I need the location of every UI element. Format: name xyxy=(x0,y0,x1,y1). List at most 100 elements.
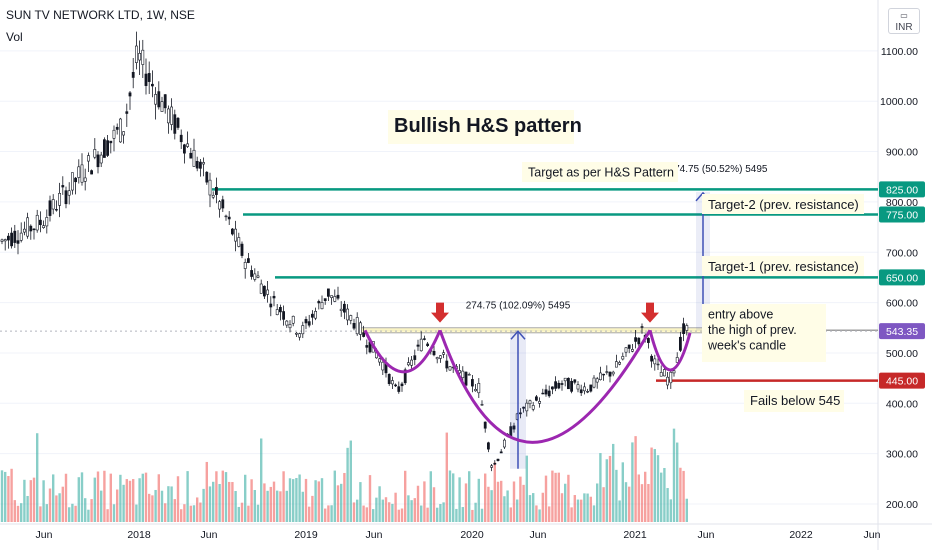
candle-body xyxy=(448,366,452,371)
candle-body xyxy=(499,451,503,454)
candle-body xyxy=(314,311,318,319)
candle-body xyxy=(355,317,359,335)
volume-bar xyxy=(32,477,36,522)
candle-body xyxy=(195,160,199,169)
volume-bar xyxy=(541,492,544,522)
candle-body xyxy=(35,214,39,231)
candle-body xyxy=(608,371,612,377)
volume-bar xyxy=(349,440,352,522)
volume-bar xyxy=(221,470,224,522)
volume-indicator-label[interactable]: Vol xyxy=(6,30,23,44)
x-tick-label: 2021 xyxy=(623,529,647,541)
volume-bar xyxy=(26,495,29,522)
volume-bar xyxy=(240,502,244,522)
candle-body xyxy=(419,338,423,352)
currency-badge[interactable]: ▭ INR xyxy=(888,8,920,34)
candle-body xyxy=(640,326,644,328)
volume-bar xyxy=(7,476,10,522)
volume-bar xyxy=(381,499,384,522)
annotation-text: the high of prev. xyxy=(708,323,797,337)
candle-body xyxy=(269,303,273,308)
volume-bar xyxy=(429,471,432,522)
volume-bar xyxy=(256,504,260,522)
candle-body xyxy=(416,344,420,347)
candle-body xyxy=(435,357,439,360)
candle-body xyxy=(627,344,631,349)
candle-body xyxy=(106,140,110,156)
candle-body xyxy=(582,386,586,392)
annotation-box xyxy=(702,256,864,276)
volume-bar xyxy=(116,489,119,522)
volume-bar xyxy=(352,502,356,522)
volume-bar xyxy=(612,443,615,522)
volume-bar xyxy=(45,504,48,522)
volume-bar xyxy=(535,505,538,522)
volume-bar xyxy=(628,486,631,522)
annotation-text: Target as per H&S Pattern xyxy=(528,166,674,180)
down-arrow-icon xyxy=(431,302,449,323)
volume-bar xyxy=(685,498,688,522)
candle-body xyxy=(19,232,23,241)
y-tick-label: 800.00 xyxy=(886,197,918,209)
volume-bar xyxy=(170,486,173,522)
volume-bar xyxy=(400,508,404,522)
head-curve xyxy=(438,329,652,444)
candle-body xyxy=(573,379,577,383)
candle-body xyxy=(48,200,52,216)
candle-body xyxy=(234,228,238,242)
candle-body xyxy=(586,391,590,393)
candle-body xyxy=(160,101,164,112)
price-label-text: 775.00 xyxy=(886,209,918,221)
candle-body xyxy=(262,285,266,297)
candle-body xyxy=(611,371,615,375)
volume-bar xyxy=(644,471,647,522)
measure-label: 274.75 (102.09%) 5495 xyxy=(466,300,571,311)
candle-body xyxy=(199,161,202,169)
volume-bar xyxy=(39,506,42,522)
volume-bar xyxy=(148,493,151,522)
volume-bar xyxy=(135,504,138,522)
volume-bar xyxy=(493,462,496,522)
candle-body xyxy=(96,154,100,168)
volume-bar xyxy=(144,472,148,522)
volume-bar xyxy=(448,470,452,522)
volume-bar xyxy=(528,495,532,522)
volume-bar xyxy=(250,479,253,522)
volume-bar xyxy=(285,490,288,522)
volume-bar xyxy=(96,471,100,522)
candle-body xyxy=(125,111,129,114)
volume-bar xyxy=(624,482,628,522)
candle-body xyxy=(54,209,58,211)
volume-bar xyxy=(391,503,394,522)
volume-bar xyxy=(205,461,208,522)
candle-body xyxy=(243,262,247,269)
volume-bar xyxy=(621,462,624,522)
x-tick-label: Jun xyxy=(36,529,53,541)
volume-bar xyxy=(311,495,314,522)
candle-body xyxy=(464,371,468,386)
measure-arrowhead xyxy=(510,330,526,340)
candle-body xyxy=(666,376,670,386)
volume-bar xyxy=(388,502,391,522)
volume-bar xyxy=(151,495,154,522)
candle-body xyxy=(550,386,554,390)
volume-bar xyxy=(487,486,490,522)
candle-body xyxy=(211,195,215,198)
volume-bar xyxy=(192,505,196,522)
candle-body xyxy=(525,402,529,412)
candle-body xyxy=(259,283,263,294)
candle-body xyxy=(93,149,97,158)
volume-bar xyxy=(484,473,487,522)
candle-body xyxy=(231,228,234,235)
volume-bar xyxy=(496,481,500,522)
volume-bar xyxy=(327,505,330,522)
candle-body xyxy=(682,323,686,335)
volume-bar xyxy=(80,472,84,522)
candle-body xyxy=(570,380,574,392)
volume-bar xyxy=(269,486,272,522)
candle-body xyxy=(138,53,142,61)
volume-bar xyxy=(461,507,464,522)
volume-bar xyxy=(544,475,548,522)
candle-body xyxy=(179,134,183,143)
